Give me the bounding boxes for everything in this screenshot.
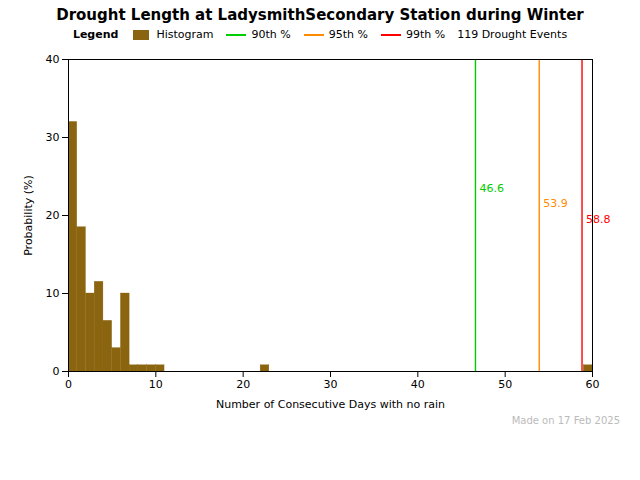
svg-text:0: 0	[65, 378, 72, 391]
svg-text:10: 10	[46, 287, 60, 300]
svg-text:30: 30	[324, 378, 338, 391]
html-text:Histogram: Histogram	[156, 28, 214, 41]
html-text:Drought Length at LadysmithSec: Drought Length at LadysmithSecondary Sta…	[56, 6, 584, 24]
html-text:Made on 17 Feb 2025: Made on 17 Feb 2025	[511, 415, 620, 426]
html-text:119 Drought Events: 119 Drought Events	[457, 28, 568, 41]
svg-text:10: 10	[149, 378, 163, 391]
svg-text:Probability (%): Probability (%)	[22, 175, 35, 256]
html-text:Legend: Legend	[72, 28, 119, 41]
svg-text:Number of Consecutive Days wit: Number of Consecutive Days with no rain	[216, 398, 445, 411]
svg-text:20: 20	[46, 209, 60, 222]
html-text:90th %: 90th %	[251, 28, 291, 41]
html-text:95th %: 95th %	[328, 28, 368, 41]
svg-text:46.6: 46.6	[479, 182, 504, 195]
svg-text:40: 40	[46, 53, 60, 66]
svg-text:30: 30	[46, 131, 60, 144]
svg-text:20: 20	[236, 378, 250, 391]
svg-text:0: 0	[53, 365, 60, 378]
svg-text:50: 50	[498, 378, 512, 391]
html-text:99th %: 99th %	[405, 28, 446, 41]
svg-text:60: 60	[586, 378, 600, 391]
svg-text:58.8: 58.8	[586, 213, 611, 226]
svg-text:53.9: 53.9	[543, 197, 568, 210]
svg-text:40: 40	[411, 378, 425, 391]
